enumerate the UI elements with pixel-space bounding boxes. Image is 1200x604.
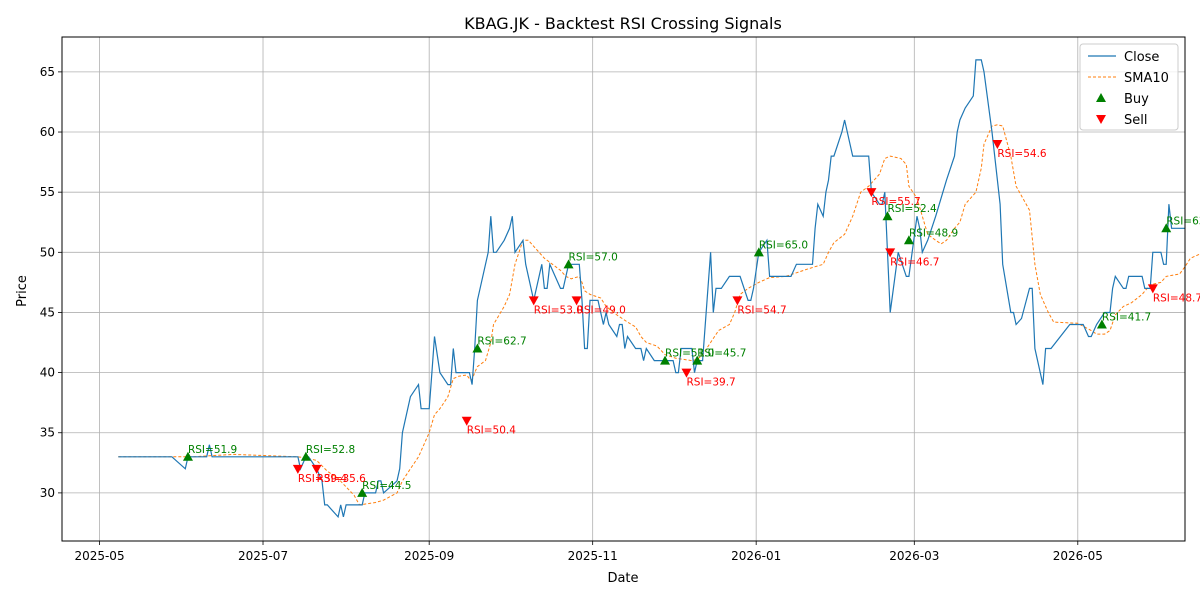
buy-signal-label: RSI=45.7 [697, 348, 746, 360]
y-tick-label: 35 [40, 426, 55, 440]
sell-signal-label: RSI=49.0 [577, 304, 626, 316]
y-tick-label: 60 [40, 125, 55, 139]
x-tick-label: 2025-11 [568, 549, 618, 563]
sell-signal-label: RSI=46.7 [890, 256, 939, 268]
x-tick-label: 2025-05 [74, 549, 124, 563]
buy-signal-marker [1096, 319, 1107, 329]
legend-buy-marker [1096, 93, 1106, 102]
buy-signal-label: RSI=62.7 [477, 336, 526, 348]
buy-signal-marker [882, 211, 893, 221]
buy-signal-marker [300, 451, 311, 461]
legend-sell-label: Sell [1124, 113, 1147, 128]
y-tick-label: 40 [40, 366, 55, 380]
sell-signal-marker [311, 464, 322, 474]
sell-signal-label: RSI=50.4 [467, 425, 517, 437]
y-axis-label: Price [15, 275, 30, 307]
buy-signal-marker [563, 259, 574, 269]
buy-signal-label: RSI=63.5 [1166, 215, 1200, 227]
x-tick-label: 2026-03 [889, 549, 939, 563]
buy-signal-marker [753, 247, 764, 257]
sell-signal-marker [992, 140, 1003, 150]
y-tick-label: 65 [40, 65, 55, 79]
buy-signal-label: RSI=65.0 [759, 239, 808, 251]
buy-signal-marker [660, 355, 671, 365]
signal-marker-layer: RSI=51.9 RSI=52.8 RSI=44.5 RSI=62.7 RSI=57.0… [182, 140, 1200, 497]
buy-signal-label: RSI=44.5 [362, 480, 411, 492]
sell-signal-label: RSI=39.7 [686, 377, 735, 389]
close-series-line [118, 59, 1185, 519]
y-tick-label: 55 [40, 185, 55, 199]
sma10-series-line [118, 124, 1200, 506]
buy-signal-label: RSI=51.9 [188, 444, 237, 456]
legend-close-label: Close [1124, 50, 1159, 65]
sell-signal-marker [461, 416, 472, 426]
sell-signal-label: RSI=54.6 [997, 148, 1047, 160]
buy-signal-label: RSI=51.0 [665, 348, 714, 360]
sell-signal-marker [292, 464, 303, 474]
chart-title: KBAG.JK - Backtest RSI Crossing Signals [464, 14, 782, 33]
buy-signal-label: RSI=52.8 [306, 444, 355, 456]
sell-signal-label: RSI=53.0 [534, 304, 583, 316]
y-tick-label: 50 [40, 245, 55, 259]
y-tick-label: 45 [40, 305, 55, 319]
buy-signal-marker [182, 451, 193, 461]
grid-layer [62, 37, 1185, 541]
sell-signal-marker [866, 188, 877, 198]
sell-signal-marker [681, 368, 692, 378]
buy-signal-marker [692, 355, 703, 365]
legend-sma10-label: SMA10 [1124, 71, 1169, 86]
x-tick-label: 2025-09 [404, 549, 454, 563]
buy-signal-marker [903, 235, 914, 245]
legend-buy-label: Buy [1124, 92, 1149, 107]
sell-signal-label: RSI=35.6 [317, 473, 367, 485]
y-tick-label: 30 [40, 486, 55, 500]
sell-signal-label: RSI=39.4 [298, 473, 348, 485]
plot-layer [118, 59, 1200, 519]
sell-signal-label: RSI=55.7 [871, 196, 920, 208]
legend: Close SMA10 Buy Sell [1079, 43, 1179, 131]
sell-signal-label: RSI=54.7 [737, 304, 786, 316]
legend-sell-marker [1096, 115, 1106, 124]
buy-signal-label: RSI=48.9 [909, 227, 958, 239]
buy-signal-marker [357, 487, 368, 497]
axes-frame [61, 36, 1186, 542]
sell-signal-marker [885, 248, 896, 258]
legend-frame [1079, 43, 1179, 131]
x-tick-label: 2026-05 [1053, 549, 1103, 563]
sell-signal-label: RSI=48.7 [1153, 292, 1200, 304]
sell-signal-marker [528, 296, 539, 306]
buy-signal-label: RSI=52.4 [887, 203, 937, 215]
x-tick-label: 2026-01 [731, 549, 781, 563]
buy-signal-label: RSI=57.0 [569, 251, 618, 263]
sell-signal-marker [571, 296, 582, 306]
x-axis-label: Date [607, 571, 638, 586]
sell-signal-marker [1147, 284, 1158, 294]
sell-signal-marker [732, 296, 743, 306]
x-tick-label: 2025-07 [238, 549, 288, 563]
buy-signal-label: RSI=41.7 [1102, 311, 1151, 323]
buy-signal-marker [1161, 223, 1172, 233]
buy-signal-marker [472, 343, 483, 353]
tick-layer: 2025-05 2025-07 2025-09 2025-11 2026-01 2026-… [40, 65, 1103, 563]
